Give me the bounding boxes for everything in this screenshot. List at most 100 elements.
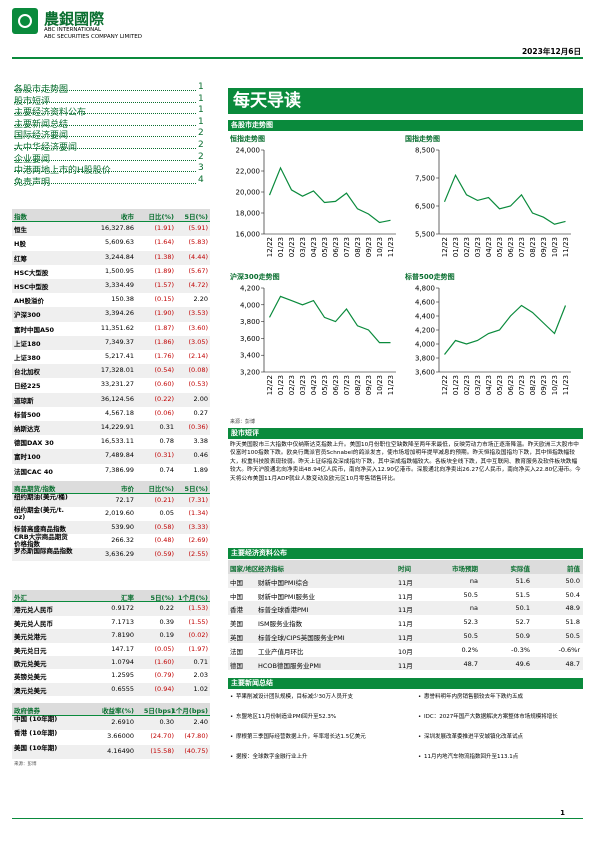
chart-title: 恒指走势图 [229,134,265,143]
column-header: 5日(%) [184,485,208,493]
cell: 52.7 [515,618,530,627]
x-tick-label: 10/23 [376,237,384,257]
row-bg [12,716,210,731]
cell: (1.86) [154,337,174,346]
cell: 33,231.27 [100,380,134,389]
news-item: 苹果削减设计团队规模，目标减少30万人员开支 [230,694,404,701]
cell: 德国DAX 30 [14,439,54,448]
table-header-bg [12,481,210,493]
cell: 51.5 [515,590,530,599]
cell: (1.60) [154,658,174,666]
cell: 51.6 [515,576,530,585]
table-header-bg [228,560,583,574]
column-header: 1个月(%) [178,594,208,602]
cell: HSC大型股 [14,268,49,277]
cell: 11月 [398,620,413,629]
cell: (0.02) [188,631,208,640]
cell: 72.17 [115,495,134,504]
cell: 0.27 [193,408,208,417]
cell: (1.53) [188,604,208,613]
cell: na [469,604,478,613]
x-tick-label: 02/23 [463,375,471,395]
cell: 沪深300 [14,311,41,320]
cell: (0.31) [154,451,174,460]
cell: 英镑兑美元 [14,673,47,682]
cell: 2.00 [193,394,208,403]
x-tick-label: 06/23 [507,375,515,395]
x-tick-label: 01/23 [277,375,285,395]
cell: 美国 (10年期) [14,743,58,752]
row-bg [12,279,210,294]
news-item: 惠誉料明年内房销售额较去年下跌约五成 [418,694,592,701]
row-bg [12,682,210,697]
y-tick-label: 22,000 [236,168,261,176]
section-banner: 主要经济资料公布 [228,548,583,559]
y-tick-label: 8,500 [415,147,435,155]
company-cn: 農銀國際 [44,10,105,28]
cell: (1.97) [188,644,208,653]
cell: (1.76) [154,352,174,360]
x-tick-label: 09/23 [365,375,373,395]
cell: 50.9 [515,632,530,640]
toc-page: 3 [198,163,204,174]
cell: 0.9172 [111,604,134,613]
cell: 0.78 [159,437,174,446]
cell: -0.3% [511,645,530,654]
cell: 上证380 [14,354,41,362]
cell: HSC中型股 [14,283,49,291]
cell: 上证180 [14,339,41,348]
column-header: 5日(%) [150,594,174,602]
row-bg [12,744,210,759]
cell: (2.14) [188,352,208,360]
cell: (1.34) [188,509,208,517]
toc-page: 1 [198,105,204,116]
cell: 标普高盛商品指数 [14,524,66,533]
cell: 48.9 [565,604,580,613]
cell: 0.30 [159,718,174,727]
x-tick-label: 12/22 [266,375,274,395]
toc-leader [14,113,196,115]
table-header-bg [12,209,210,222]
toc-page: 2 [198,151,204,162]
column-header: 收市 [121,213,134,221]
x-tick-label: 06/23 [507,237,515,257]
column-header: 日比(%) [148,485,174,493]
cell: (1.38) [154,252,174,261]
cell: 富时100 [14,453,41,462]
cell: 0.46 [193,451,208,460]
x-tick-label: 03/23 [299,237,307,257]
row-bg [12,335,210,350]
cell: 1,500.95 [105,266,134,275]
cell: 罗杰斯国际商品指数 [14,546,73,555]
cell: (2.69) [188,536,208,544]
x-tick-label: 11/23 [562,237,570,257]
cell: 0.71 [193,658,208,666]
cell: HCOB德国服务业PMI [258,661,321,670]
cell: 3.38 [193,437,208,446]
cell: 7.1713 [111,617,134,626]
cell: 纽约期油(美元/桶) [14,492,68,501]
cell: 5,217.41 [105,352,134,360]
row-bg [228,629,583,643]
date: 2023年12月6日 [521,47,581,56]
x-tick-label: 07/23 [343,237,351,257]
cell: 恒生 [14,226,27,235]
cell: 16,327.86 [100,224,134,233]
cell: 48.7 [463,659,478,668]
cell: 3,334.49 [105,281,134,289]
cell: 中国 (10年期) [14,715,58,724]
column-header: 汇率 [121,594,134,602]
y-tick-label: 4,400 [415,313,435,321]
cell: (1.64) [154,238,174,247]
row-bg [228,573,583,588]
column-header: 日比(%) [148,213,174,221]
cell: 52.3 [463,618,478,627]
cell: (1.91) [154,224,174,233]
row-bg [228,656,583,671]
rule [12,818,583,819]
cell: 539.90 [111,522,134,531]
cell: 266.32 [111,536,134,544]
cell: 财新中国PMI综合 [258,578,309,587]
cell: (4.72) [188,281,208,289]
